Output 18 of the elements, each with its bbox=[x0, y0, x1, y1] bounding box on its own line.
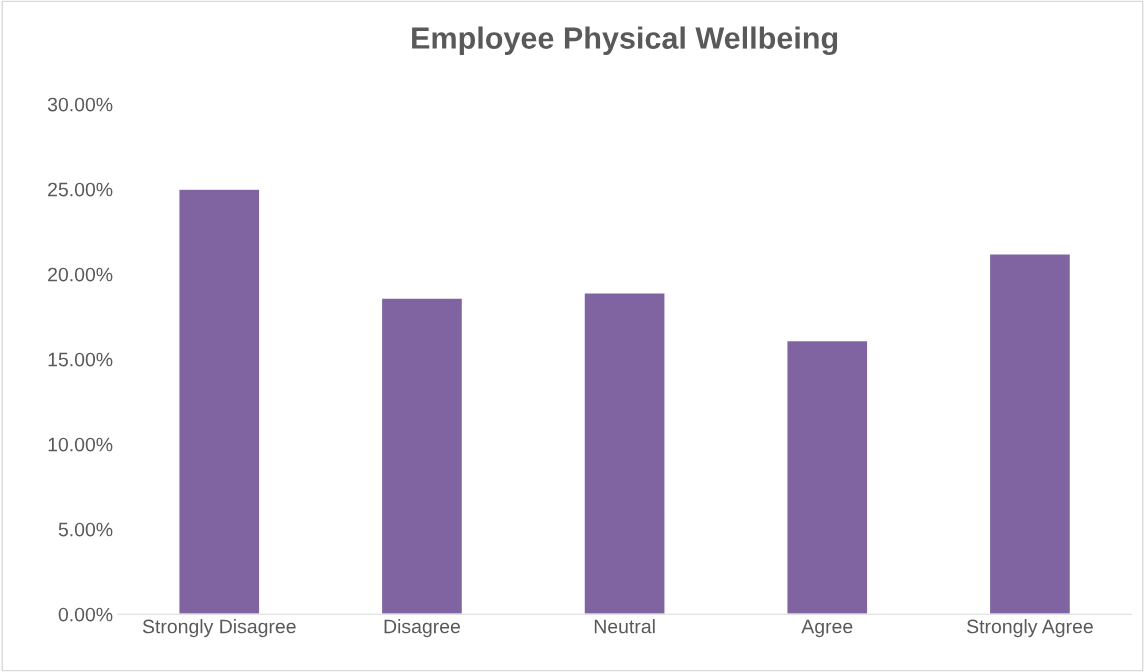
y-tick-label: 10.00% bbox=[48, 437, 113, 452]
y-tick-label: 15.00% bbox=[48, 352, 113, 367]
bar bbox=[178, 188, 261, 615]
bar bbox=[786, 339, 869, 615]
x-tick-label: Strongly Agree bbox=[967, 619, 1093, 638]
y-tick-label: 20.00% bbox=[48, 267, 113, 282]
y-tick-label: 0.00% bbox=[58, 607, 113, 622]
x-tick-label: Strongly Disagree bbox=[142, 619, 296, 638]
y-tick-label: 5.00% bbox=[58, 522, 113, 537]
chart-title: Employee Physical Wellbeing bbox=[412, 26, 838, 56]
x-tick-label: Agree bbox=[801, 619, 853, 638]
bar bbox=[380, 297, 464, 615]
x-tick-label: Disagree bbox=[384, 619, 460, 638]
bar bbox=[583, 292, 666, 615]
y-tick-label: 25.00% bbox=[48, 182, 113, 197]
y-tick-label: 30.00% bbox=[47, 97, 113, 112]
x-tick-label: Neutral bbox=[594, 619, 655, 634]
bar bbox=[988, 253, 1072, 615]
